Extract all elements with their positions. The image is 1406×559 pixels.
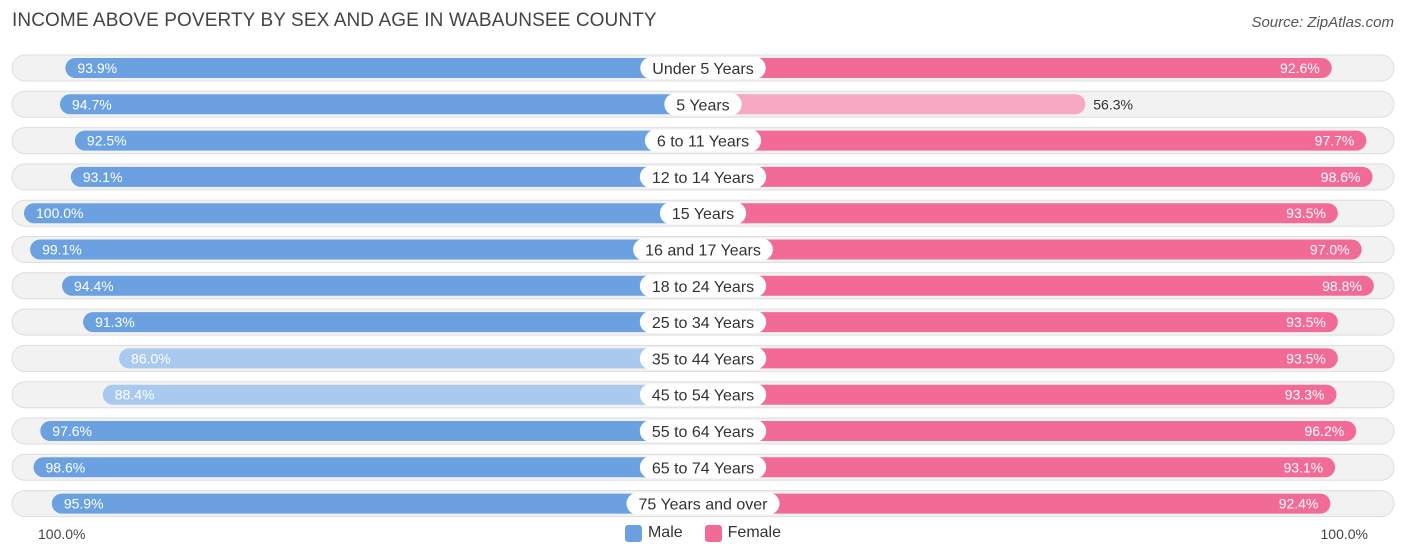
- bar-label-female: 97.7%: [1315, 133, 1355, 149]
- bar-male: [30, 239, 703, 260]
- bar-label-male: 93.1%: [83, 169, 123, 185]
- bar-label-female: 98.6%: [1321, 169, 1361, 185]
- bar-label-male: 98.6%: [46, 459, 86, 475]
- category-label: 75 Years and over: [639, 497, 769, 514]
- bar-male: [65, 58, 703, 78]
- category-pill: [626, 492, 780, 515]
- bar-female: [703, 94, 1086, 115]
- bar-male: [51, 493, 704, 514]
- bar-male: [24, 203, 703, 224]
- category-pill: [639, 165, 767, 188]
- bar-label-male: 92.5%: [87, 133, 127, 149]
- bar-label-female: 93.5%: [1286, 350, 1326, 366]
- bar-female: [703, 166, 1373, 187]
- bar-female: [703, 58, 1332, 78]
- bar-female: [703, 239, 1362, 260]
- bar-label-male: 97.6%: [52, 423, 92, 439]
- bar-label-male: 94.7%: [72, 96, 112, 112]
- category-label: 45 to 54 Years: [652, 388, 754, 405]
- category-label: 35 to 44 Years: [652, 351, 754, 368]
- legend-swatch-male: [624, 524, 642, 542]
- chart-title: INCOME ABOVE POVERTY BY SEX AND AGE IN W…: [12, 10, 657, 31]
- legend-label-female: Female: [727, 524, 782, 541]
- axis-right-label: 100.0%: [1320, 526, 1368, 542]
- category-pill: [659, 202, 747, 225]
- diverging-bar-chart: 93.9% 92.6% Under 5 Years 94.7% 56.3% 5 Years…: [11, 54, 1395, 518]
- legend: Male Female: [0, 524, 1406, 542]
- bar-label-female: 96.2%: [1304, 423, 1344, 439]
- bar-male: [102, 384, 704, 405]
- bar-female: [703, 130, 1367, 151]
- category-label: Under 5 Years: [652, 61, 753, 78]
- bar-label-male: 93.9%: [77, 60, 117, 76]
- bar-label-male: 91.3%: [95, 314, 135, 330]
- legend-item-male[interactable]: Male: [624, 524, 683, 542]
- bar-label-female: 98.8%: [1322, 278, 1362, 294]
- bar-male: [33, 457, 704, 478]
- bar-label-female: 56.3%: [1093, 96, 1133, 112]
- category-label: 12 to 14 Years: [652, 170, 754, 187]
- source-note: Source: ZipAtlas.com: [1251, 14, 1394, 31]
- bar-label-female: 93.1%: [1283, 459, 1323, 475]
- bar-male: [74, 130, 704, 151]
- category-pill: [639, 311, 767, 334]
- category-pill: [644, 129, 762, 152]
- category-pill: [639, 274, 767, 297]
- bar-female: [703, 348, 1338, 369]
- bar-male: [59, 94, 703, 115]
- category-pill: [639, 420, 767, 442]
- bar-female: [703, 384, 1337, 405]
- bar-label-male: 88.4%: [115, 387, 155, 403]
- bar-label-female: 93.5%: [1286, 314, 1326, 330]
- bar-label-male: 100.0%: [36, 205, 83, 221]
- bar-label-male: 95.9%: [64, 496, 104, 512]
- bar-label-male: 86.0%: [131, 350, 171, 366]
- bar-female: [703, 493, 1331, 514]
- category-label: 55 to 64 Years: [652, 424, 754, 441]
- category-pill: [664, 93, 742, 116]
- bar-female: [703, 421, 1357, 441]
- bar-label-female: 93.3%: [1285, 387, 1325, 403]
- category-pill: [633, 238, 773, 261]
- category-pill: [639, 383, 767, 406]
- legend-item-female[interactable]: Female: [704, 524, 782, 542]
- bar-male: [62, 275, 704, 296]
- category-label: 6 to 11 Years: [657, 134, 749, 151]
- category-label: 15 Years: [672, 206, 734, 223]
- bar-label-female: 93.5%: [1286, 205, 1326, 221]
- legend-swatch-female: [704, 524, 722, 542]
- bar-label-female: 92.6%: [1280, 60, 1320, 76]
- bar-label-female: 97.0%: [1310, 242, 1350, 258]
- axis-left-label: 100.0%: [38, 526, 86, 542]
- category-label: 25 to 34 Years: [652, 315, 754, 332]
- bar-female: [703, 275, 1374, 296]
- bar-female: [703, 457, 1336, 478]
- bar-label-male: 99.1%: [42, 242, 82, 258]
- bar-female: [703, 312, 1338, 333]
- bar-male: [119, 348, 703, 369]
- legend-label-male: Male: [647, 524, 683, 541]
- category-pill: [640, 57, 766, 79]
- bar-female: [703, 203, 1338, 224]
- category-label: 18 to 24 Years: [652, 279, 754, 296]
- bar-label-female: 92.4%: [1279, 496, 1319, 512]
- category-label: 16 and 17 Years: [645, 243, 761, 260]
- category-pill: [639, 347, 767, 370]
- bar-male: [83, 312, 703, 333]
- category-label: 65 to 74 Years: [652, 460, 754, 477]
- bar-male: [70, 166, 703, 187]
- category-label: 5 Years: [676, 97, 729, 114]
- bar-male: [40, 421, 703, 441]
- category-pill: [639, 456, 767, 479]
- bar-label-male: 94.4%: [74, 278, 114, 294]
